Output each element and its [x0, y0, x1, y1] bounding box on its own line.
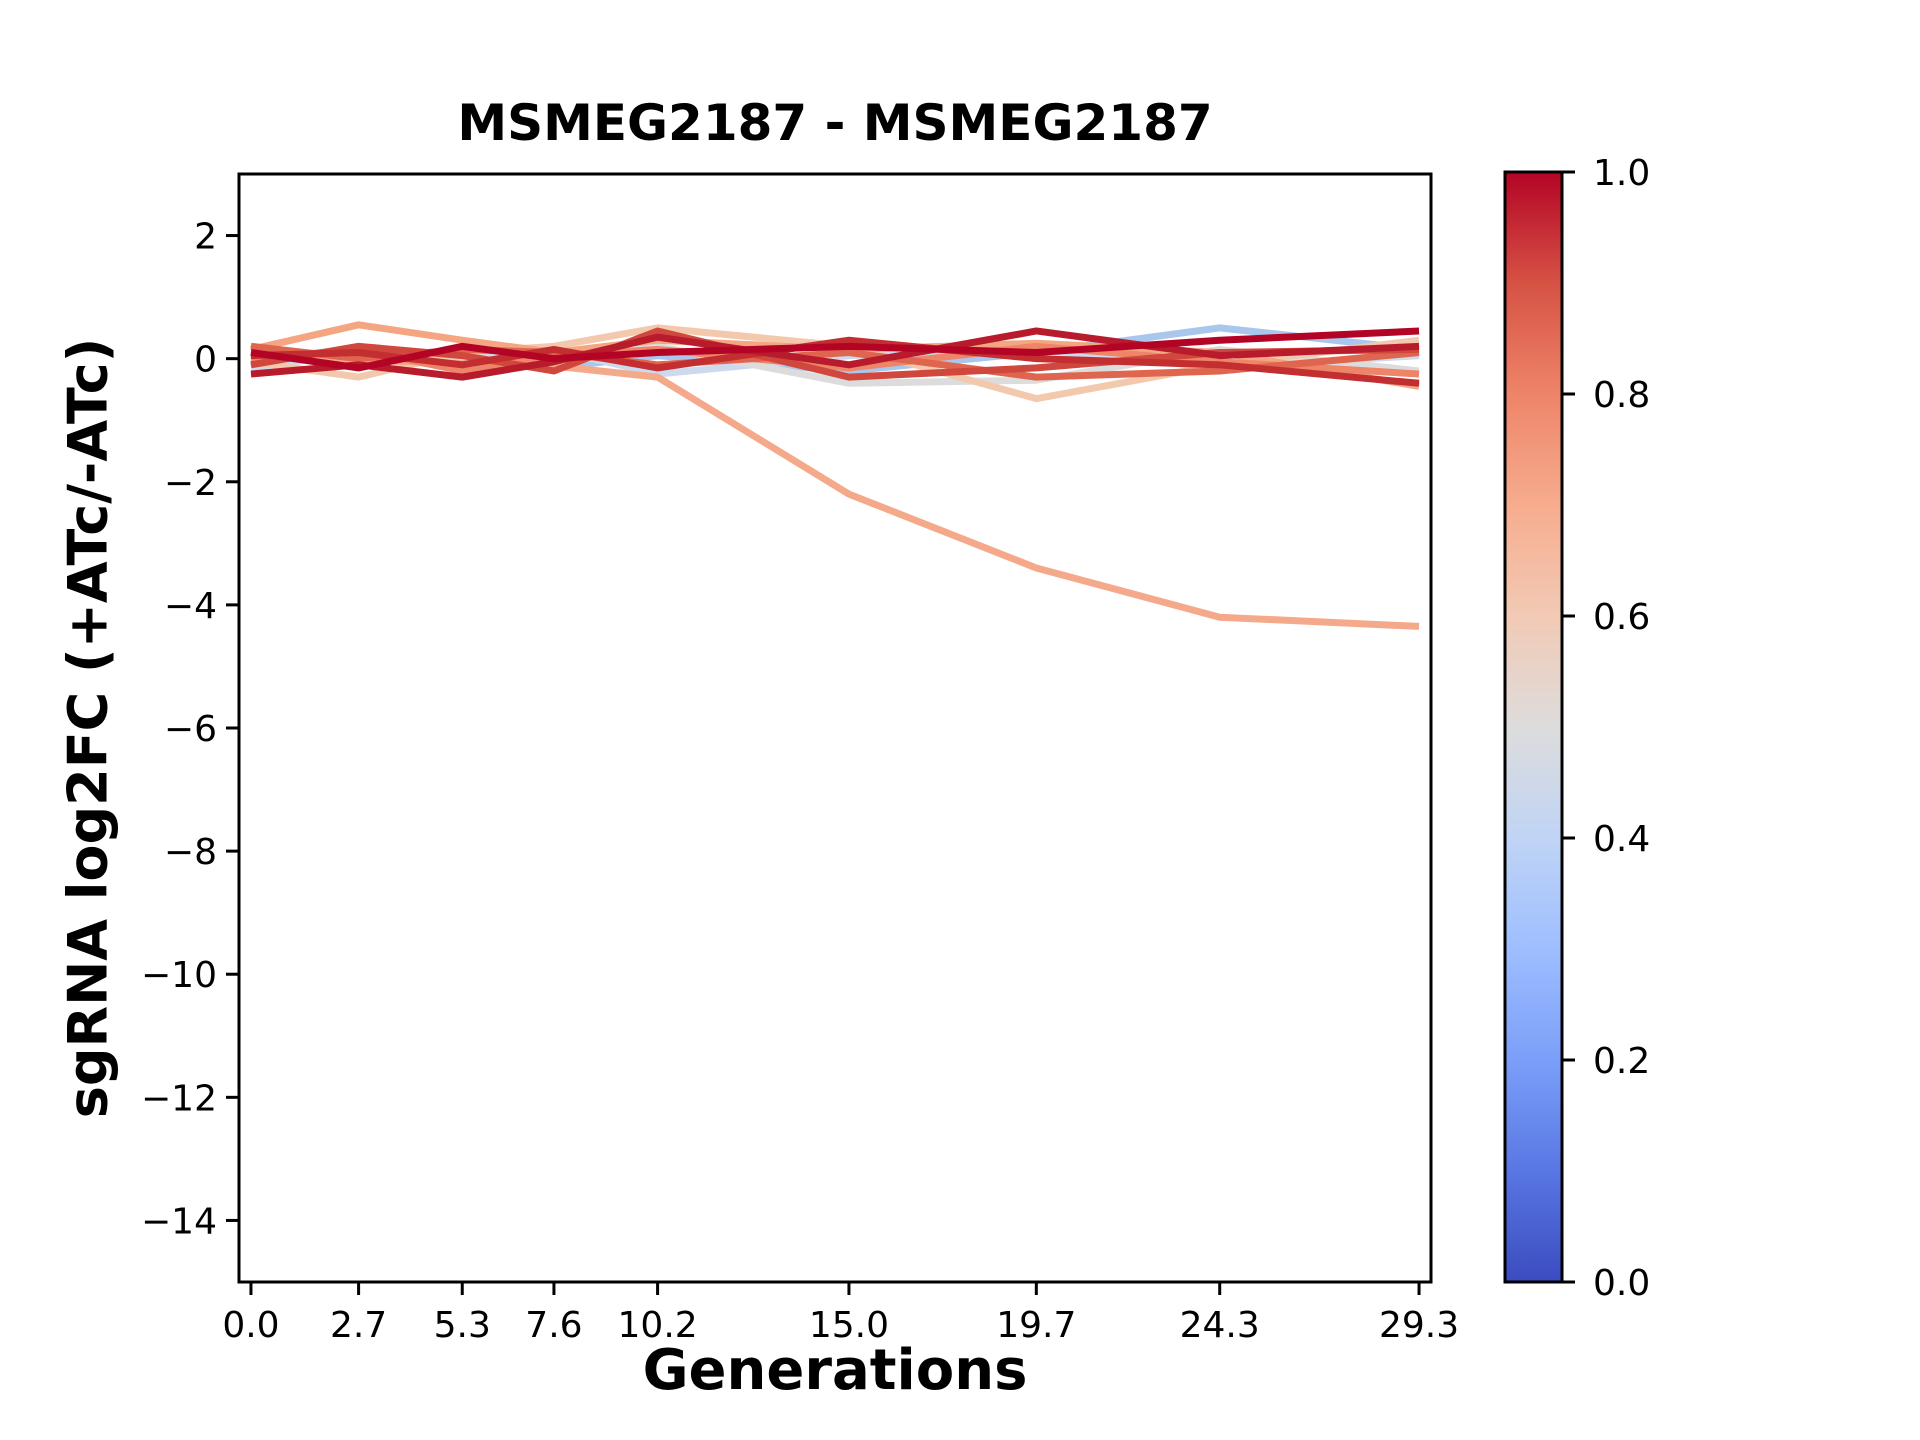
- x-tick-label: 0.0: [222, 1305, 279, 1346]
- x-tick-label: 29.3: [1379, 1305, 1459, 1346]
- y-tick-label: −2: [164, 463, 217, 504]
- colorbar-tick-label: 0.8: [1593, 375, 1650, 416]
- y-tick-label: −12: [141, 1078, 217, 1119]
- y-tick-label: −6: [164, 709, 217, 750]
- sgrna-line-09: [250, 327, 1420, 381]
- x-tick-label: 10.2: [618, 1305, 698, 1346]
- sgrna-line-12: [250, 327, 1420, 372]
- x-tick-label: 19.7: [996, 1305, 1076, 1346]
- colorbar-tick-label: 1.0: [1593, 153, 1650, 194]
- y-tick-label: 0: [194, 340, 217, 381]
- y-tick-label: −14: [141, 1201, 217, 1242]
- sgrna-line-05: [250, 352, 1420, 630]
- x-axis-label: Generations: [642, 1338, 1028, 1403]
- x-tick-label: 2.7: [330, 1305, 387, 1346]
- chart-title: MSMEG2187 - MSMEG2187: [457, 94, 1213, 152]
- y-tick-label: −10: [141, 955, 217, 996]
- colorbar-tick-label: 0.4: [1593, 819, 1650, 860]
- x-tick-label: 24.3: [1180, 1305, 1260, 1346]
- colorbar-tick-label: 0.0: [1593, 1263, 1650, 1304]
- x-tick-label: 15.0: [809, 1305, 889, 1346]
- sgrna-line-10: [250, 336, 1420, 387]
- x-tick-label: 7.6: [525, 1305, 582, 1346]
- colorbar: [1503, 170, 1564, 1284]
- colorbar-tick-label: 0.2: [1593, 1041, 1650, 1082]
- colorbar-tick-label: 0.6: [1593, 597, 1650, 638]
- x-tick-label: 5.3: [434, 1305, 491, 1346]
- y-tick-label: −4: [164, 586, 217, 627]
- y-tick-label: 2: [194, 217, 217, 258]
- y-tick-label: −8: [164, 832, 217, 873]
